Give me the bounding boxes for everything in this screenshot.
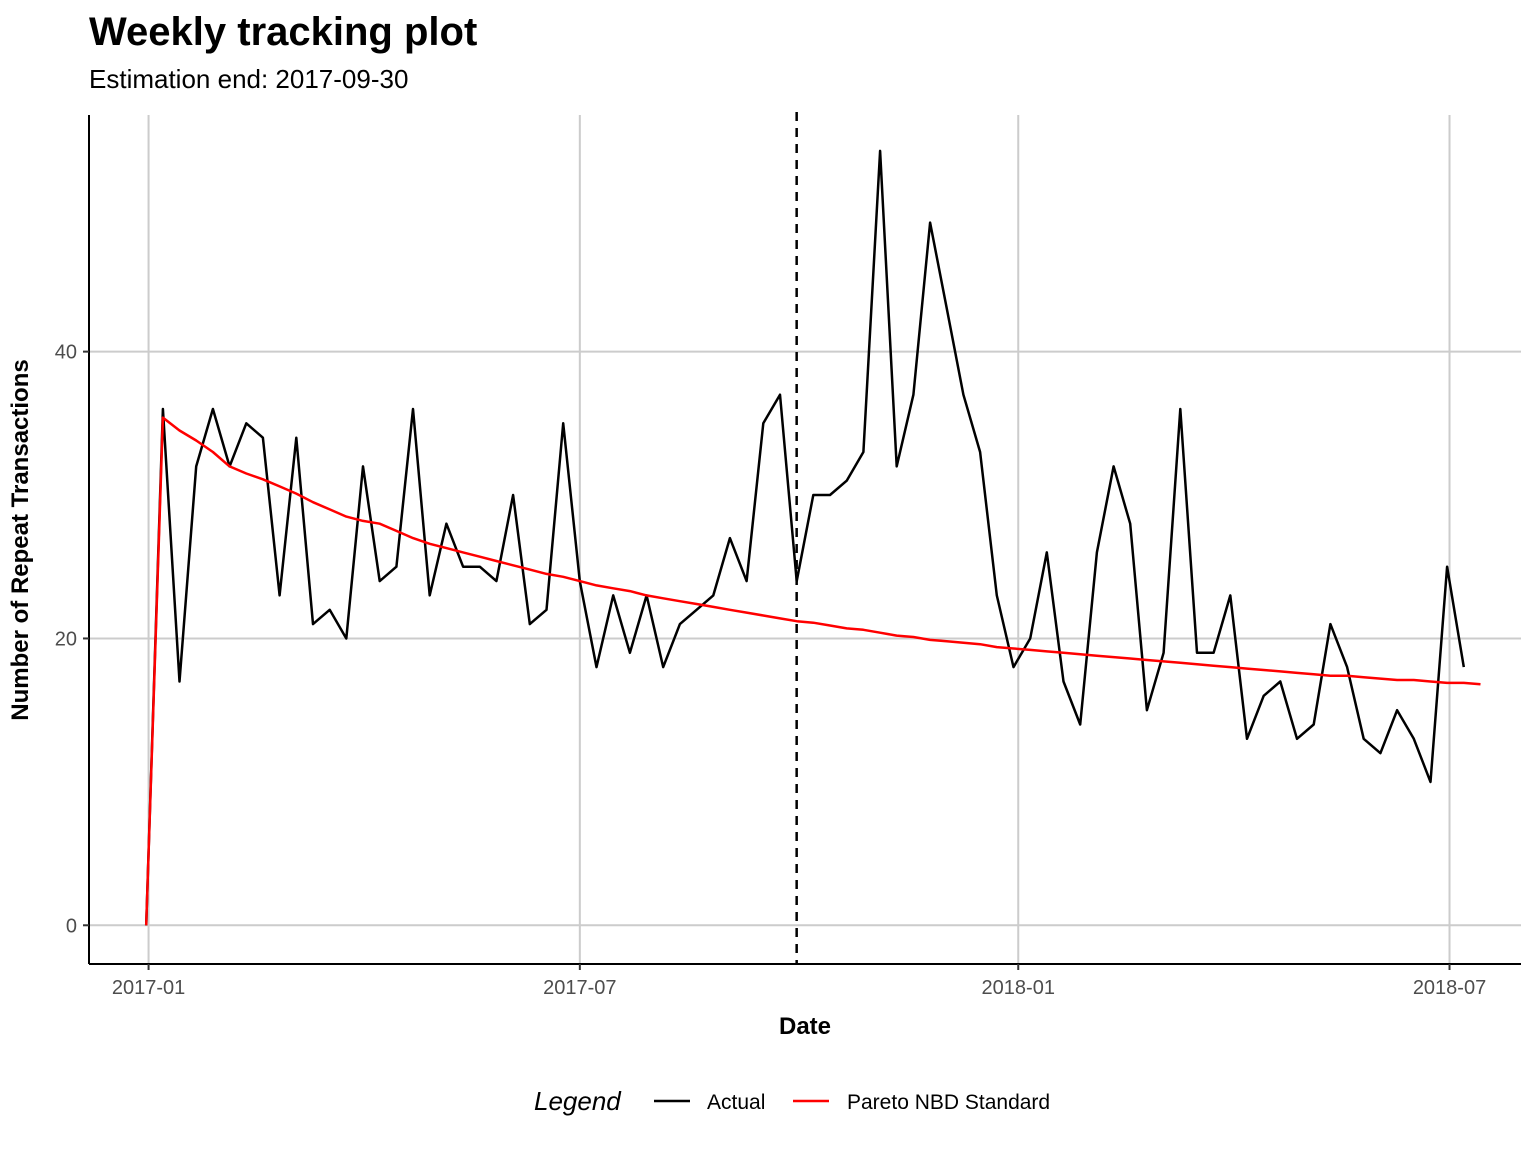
x-tick-label: 2018-01: [982, 977, 1055, 999]
chart-subtitle: Estimation end: 2017-09-30: [89, 64, 409, 94]
y-tick-label: 0: [66, 915, 77, 937]
axes: [88, 115, 1521, 965]
x-tick-label: 2017-07: [543, 977, 616, 999]
series-lines: [144, 149, 1481, 926]
y-axis-title: Number of Repeat Transactions: [7, 359, 34, 720]
legend-title: Legend: [534, 1086, 622, 1116]
legend: Legend Actual Pareto NBD Standard: [534, 1086, 1050, 1116]
y-tick-label: 20: [55, 628, 77, 650]
x-axis-title: Date: [779, 1013, 831, 1040]
series-line-pareto-nbd: [144, 416, 1481, 926]
legend-label-actual: Actual: [707, 1091, 765, 1114]
chart-title: Weekly tracking plot: [89, 10, 478, 54]
y-tick-label: 40: [55, 342, 77, 364]
legend-label-pareto: Pareto NBD Standard: [847, 1091, 1050, 1114]
tick-marks: 0 20 40 2017-01 2017-07 2018-01 2018-07: [55, 342, 1486, 999]
x-tick-label: 2017-01: [112, 977, 185, 999]
series-line-actual: [144, 149, 1466, 926]
x-tick-label: 2018-07: [1413, 977, 1486, 999]
